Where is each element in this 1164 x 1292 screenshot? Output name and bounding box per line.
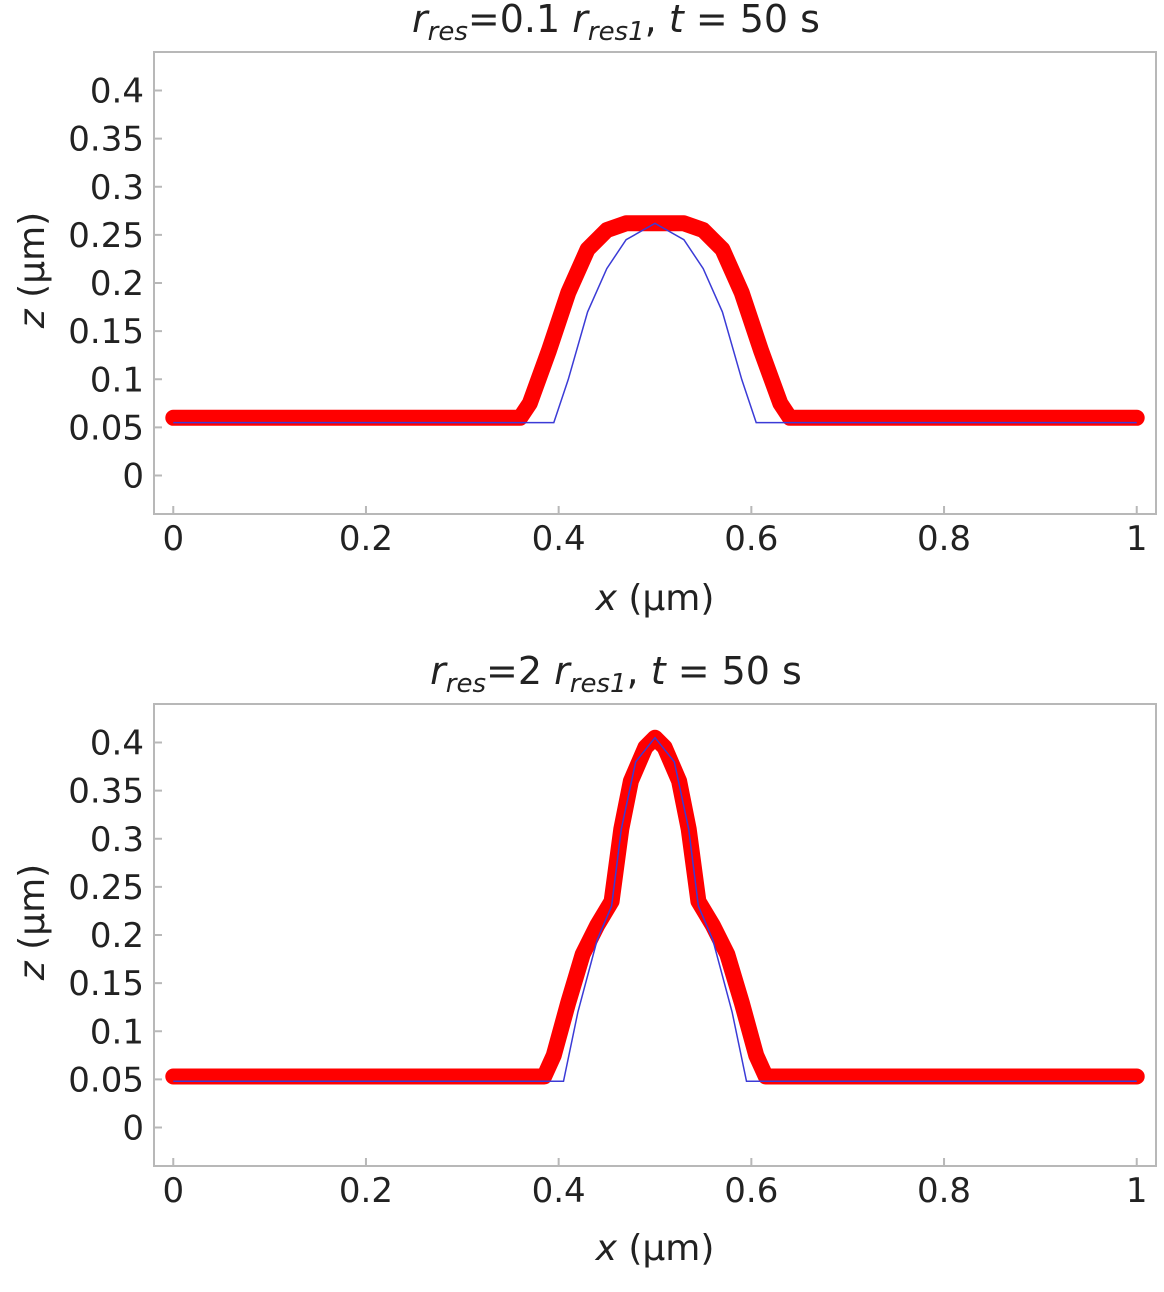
title-r: r [430, 652, 448, 693]
series-centerline [173, 736, 1137, 1083]
x-axis-unit: (µm) [617, 1228, 715, 1269]
y-tick-label: 0.15 [68, 964, 144, 1004]
title-mid: =2 [486, 652, 554, 693]
y-tick-label: 0.1 [90, 1012, 144, 1052]
plot-frame [153, 703, 1157, 1167]
x-tick-label: 0.6 [724, 1171, 778, 1211]
x-tick-label: 0.2 [339, 519, 393, 559]
x-tick-label: 0 [162, 519, 184, 559]
title-comma: , [627, 652, 651, 693]
y-axis-var: z [12, 960, 53, 981]
x-axis-label: x (µm) [595, 1228, 715, 1269]
title-r2: r [572, 0, 590, 41]
x-tick-label: 0.8 [917, 1171, 971, 1211]
y-tick-label: 0 [122, 457, 144, 497]
title-res1-sub: res1 [570, 669, 627, 699]
plot-frame [153, 51, 1157, 515]
chart-title: rres=0.1 rres1, t = 50 s [412, 0, 820, 47]
y-tick-label: 0.15 [68, 312, 144, 352]
y-axis-label: z (µm) [12, 212, 53, 329]
y-tick-label: 0.35 [68, 772, 144, 812]
y-tick-label: 0.3 [90, 820, 144, 860]
y-tick-label: 0.4 [90, 72, 144, 112]
y-axis-unit: (µm) [12, 212, 53, 310]
y-tick-label: 0.35 [68, 120, 144, 160]
y-ticks: 0 0.05 0.1 0.15 0.2 0.25 0.3 0.35 0.4 [68, 72, 162, 497]
title-res-sub: res [428, 17, 468, 47]
y-tick-label: 0.2 [90, 916, 144, 956]
y-tick-label: 0.05 [68, 1060, 144, 1100]
title-mid: =0.1 [468, 0, 572, 41]
x-ticks: 0 0.2 0.4 0.6 0.8 1 [162, 506, 1148, 559]
x-axis-var: x [595, 1228, 618, 1269]
series-band [165, 729, 1145, 1085]
x-tick-label: 1 [1126, 1171, 1148, 1211]
x-tick-label: 0.4 [532, 1171, 586, 1211]
y-tick-label: 0.4 [90, 724, 144, 764]
title-r2: r [554, 652, 572, 693]
title-t: t [669, 0, 686, 41]
x-tick-label: 0.2 [339, 1171, 393, 1211]
y-axis-var: z [12, 308, 53, 329]
y-ticks: 0 0.05 0.1 0.15 0.2 0.25 0.3 0.35 0.4 [68, 724, 162, 1149]
title-tail: = 50 s [666, 652, 802, 693]
x-tick-label: 0.4 [532, 519, 586, 559]
series-band [165, 215, 1145, 426]
y-tick-label: 0.25 [68, 216, 144, 256]
title-res1-sub: res1 [588, 17, 645, 47]
chart-title: rres=2 rres1, t = 50 s [430, 652, 802, 699]
title-r: r [412, 0, 430, 41]
x-tick-label: 1 [1126, 519, 1148, 559]
x-axis-label: x (µm) [595, 578, 715, 619]
x-tick-label: 0.6 [724, 519, 778, 559]
series-centerline [173, 222, 1137, 424]
title-tail: = 50 s [684, 0, 820, 41]
y-tick-label: 0.05 [68, 408, 144, 448]
chart-panel-top: rres=0.1 rres1, t = 50 s 0 0.2 0.4 0.6 0.8 1 … [0, 0, 1164, 640]
title-comma: , [645, 0, 669, 41]
chart-bottom-svg: rres=2 rres1, t = 50 s 0 0.2 0.4 0.6 0.8 1 00… [12, 652, 1157, 1269]
x-ticks: 0 0.2 0.4 0.6 0.8 1 [162, 1158, 1148, 1211]
y-tick-label: 0 [122, 1109, 144, 1149]
y-axis-label: z (µm) [12, 864, 53, 981]
title-res-sub: res [446, 669, 486, 699]
y-axis-unit: (µm) [12, 864, 53, 962]
y-tick-label: 0.1 [90, 360, 144, 400]
x-axis-unit: (µm) [617, 578, 715, 619]
y-tick-label: 0.3 [90, 168, 144, 208]
x-tick-label: 0 [162, 1171, 184, 1211]
x-axis-var: x [595, 578, 618, 619]
y-tick-label: 0.25 [68, 868, 144, 908]
y-tick-label: 0.2 [90, 264, 144, 304]
x-tick-label: 0.8 [917, 519, 971, 559]
series-layer [165, 215, 1145, 426]
series-layer [165, 729, 1145, 1085]
chart-top-svg: rres=0.1 rres1, t = 50 s 0 0.2 0.4 0.6 0.8 1 … [12, 0, 1157, 619]
title-t: t [651, 652, 668, 693]
